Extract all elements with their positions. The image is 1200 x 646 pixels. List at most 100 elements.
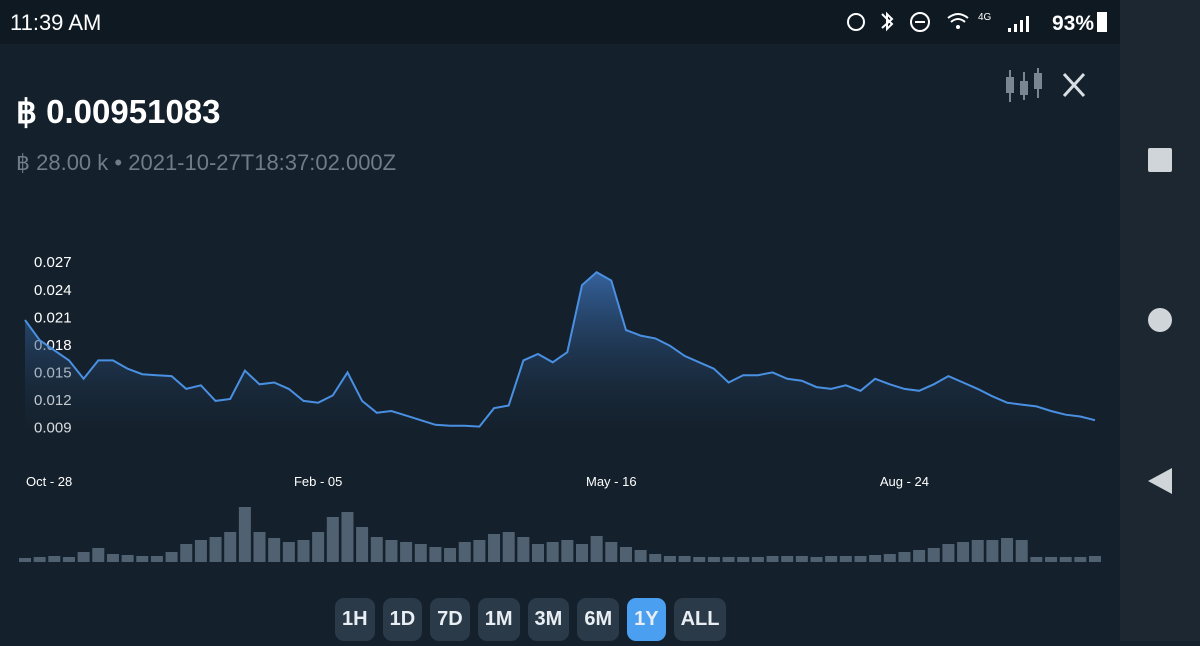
x-tick-label: Aug - 24	[880, 474, 929, 489]
volume-bar	[663, 556, 676, 562]
network-label: 4G	[978, 12, 992, 23]
candle-toggle[interactable]	[1006, 68, 1042, 102]
range-button[interactable]: ALL	[673, 598, 727, 641]
bluetooth-icon	[881, 11, 894, 32]
range-button[interactable]: 3M	[527, 598, 570, 641]
volume-bar	[458, 542, 471, 562]
volume-bar	[385, 540, 398, 562]
volume-bar	[986, 540, 999, 562]
volume-bar	[224, 532, 237, 562]
volume-bar	[297, 540, 310, 562]
volume-bar	[92, 548, 105, 562]
volume-bar	[165, 552, 178, 562]
signal-icon	[1008, 16, 1029, 32]
volume-bar	[942, 544, 955, 562]
volume-bar	[1001, 538, 1014, 562]
volume-bar	[634, 550, 647, 562]
volume-bar	[1045, 557, 1058, 562]
range-button[interactable]: 7D	[430, 598, 470, 641]
volume-bar	[180, 544, 193, 562]
volume-bar	[1059, 557, 1072, 562]
volume-bar	[693, 557, 706, 562]
volume-bar	[619, 547, 632, 562]
volume-bar	[106, 554, 119, 562]
volume-bar	[913, 550, 926, 562]
volume-bar	[854, 556, 867, 562]
price: ฿ 0.00951083	[16, 93, 221, 130]
back-button[interactable]	[1148, 468, 1172, 494]
volume-bar	[1030, 557, 1043, 562]
alarm-icon	[847, 13, 865, 31]
volume-bar	[957, 542, 970, 562]
volume-bar	[19, 558, 31, 562]
volume-bar	[502, 532, 515, 562]
y-tick-label: 0.021	[34, 309, 72, 326]
area-fill	[25, 272, 1095, 445]
volume-bar	[546, 542, 559, 562]
volume-bar	[575, 544, 588, 562]
volume-bar	[194, 540, 207, 562]
volume-bar	[722, 557, 735, 562]
volume-bar	[370, 537, 383, 562]
volume-bar	[517, 537, 530, 562]
y-tick-label: 0.027	[34, 254, 72, 271]
timestamp: 2021-10-27T18:37:02.000Z	[128, 150, 397, 175]
volume-bar	[898, 552, 911, 562]
volume-bar	[326, 517, 339, 562]
range-buttons: 1H 1D 7D 1M 3M 6M 1Y ALL	[335, 598, 727, 641]
volume-bar	[678, 556, 691, 562]
price-line	[24, 270, 1096, 428]
y-tick-label: 0.024	[34, 282, 72, 299]
volume-bar	[1074, 557, 1087, 562]
volume-bar	[751, 557, 764, 562]
volume-bar	[795, 556, 808, 562]
volume-bar	[1089, 556, 1101, 562]
volume-bar	[707, 557, 720, 562]
battery-icon	[1097, 12, 1107, 32]
volume-bar	[48, 556, 61, 562]
nav-icons	[1148, 148, 1172, 494]
volume-bar	[869, 555, 882, 562]
volume-bar	[590, 536, 603, 562]
wifi-icon	[947, 13, 969, 23]
volume-bar	[150, 556, 163, 562]
volume-bar	[883, 554, 896, 562]
volume-bar	[927, 548, 940, 562]
range-button[interactable]: 1M	[477, 598, 520, 641]
clock: 11:39 AM	[10, 10, 102, 35]
volume-bar	[605, 542, 618, 562]
volume-bar	[737, 557, 750, 562]
volume-bar	[62, 557, 75, 562]
volume-bar	[400, 542, 413, 562]
volume-bar	[33, 557, 46, 562]
volume-bar	[356, 527, 369, 562]
range-button[interactable]: 6M	[577, 598, 620, 641]
battery-label: 93%	[1052, 12, 1094, 35]
volume-bar	[781, 556, 794, 562]
volume-bar	[209, 537, 222, 562]
volume-bar	[341, 512, 354, 562]
status-bar: 11:39 AM 4G 93%	[0, 0, 1120, 44]
sub-info: ฿ 28.00 k • 2021-10-27T18:37:02.000Z	[16, 150, 396, 176]
volume-bar	[77, 552, 90, 562]
volume-bar	[810, 557, 823, 562]
volume-bar	[473, 540, 486, 562]
volume-bar	[649, 554, 662, 562]
x-tick-label: Feb - 05	[294, 474, 342, 489]
range-button[interactable]: 1D	[382, 598, 423, 641]
range-button[interactable]: 1Y	[627, 598, 666, 641]
x-tick-label: May - 16	[586, 474, 637, 489]
volume-bar	[253, 532, 266, 562]
volume-bar	[121, 555, 134, 562]
volume-bar	[561, 540, 574, 562]
volume-bar	[1015, 540, 1028, 562]
toolbar-icons	[1006, 68, 1086, 102]
range-button[interactable]: 1H	[335, 598, 375, 641]
volume-bar	[488, 534, 501, 562]
amount: ฿ 28.00 k	[16, 150, 109, 175]
home-button[interactable]	[1148, 308, 1172, 332]
recents-button[interactable]	[1148, 148, 1172, 172]
close-button[interactable]	[1062, 72, 1086, 98]
